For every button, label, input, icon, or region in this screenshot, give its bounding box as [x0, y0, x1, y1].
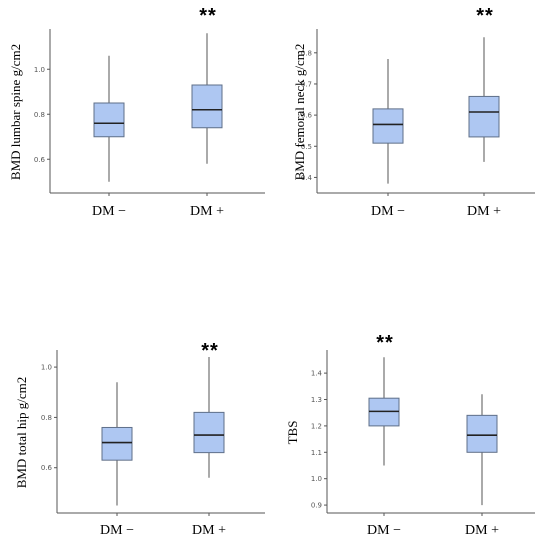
y-tick-label: 1.0: [311, 475, 322, 483]
y-tick-label: 1.0: [34, 66, 45, 74]
significance-marker: **: [199, 5, 217, 27]
category-label: DM +: [465, 523, 499, 538]
y-tick-label: 0.5: [301, 143, 312, 151]
box-iqr: [191, 84, 223, 129]
y-tick-label: 1.1: [311, 449, 322, 457]
box-iqr: [468, 95, 500, 138]
y-tick-label: 0.8: [41, 414, 52, 422]
category-label: DM −: [371, 204, 405, 219]
y-axis-label: BMD total hip g/cm2: [14, 377, 29, 489]
category-label: DM +: [192, 523, 226, 538]
y-tick-label: 0.4: [301, 174, 313, 182]
category-label: DM −: [92, 204, 126, 219]
category-label: DM −: [100, 523, 134, 538]
y-axis-label: BMD lumbar spine g/cm2: [8, 44, 23, 180]
y-tick-label: 0.7: [301, 80, 312, 88]
y-tick-label: 1.3: [311, 396, 322, 404]
y-tick-label: 0.6: [41, 464, 53, 472]
category-label: DM −: [367, 523, 401, 538]
box-iqr: [193, 411, 225, 454]
y-axis-label: BMD femoral neck g/cm2: [292, 44, 307, 181]
y-tick-label: 0.9: [311, 502, 322, 510]
y-tick-label: 0.6: [301, 112, 313, 120]
box-iqr: [372, 108, 404, 144]
significance-marker: **: [376, 332, 394, 354]
y-tick-label: 1.4: [311, 370, 323, 378]
category-label: DM +: [190, 204, 224, 219]
y-axis-label: TBS: [285, 421, 300, 445]
box-iqr: [101, 426, 133, 461]
y-tick-label: 0.8: [301, 49, 312, 57]
significance-marker: **: [201, 340, 219, 362]
box-iqr: [466, 414, 498, 453]
y-tick-label: 1.2: [311, 422, 322, 430]
category-label: DM +: [467, 204, 501, 219]
significance-marker: **: [476, 5, 494, 27]
y-tick-label: 1.0: [41, 364, 52, 372]
y-tick-label: 0.8: [34, 111, 45, 119]
box-iqr: [93, 102, 125, 138]
y-tick-label: 0.6: [34, 156, 46, 164]
